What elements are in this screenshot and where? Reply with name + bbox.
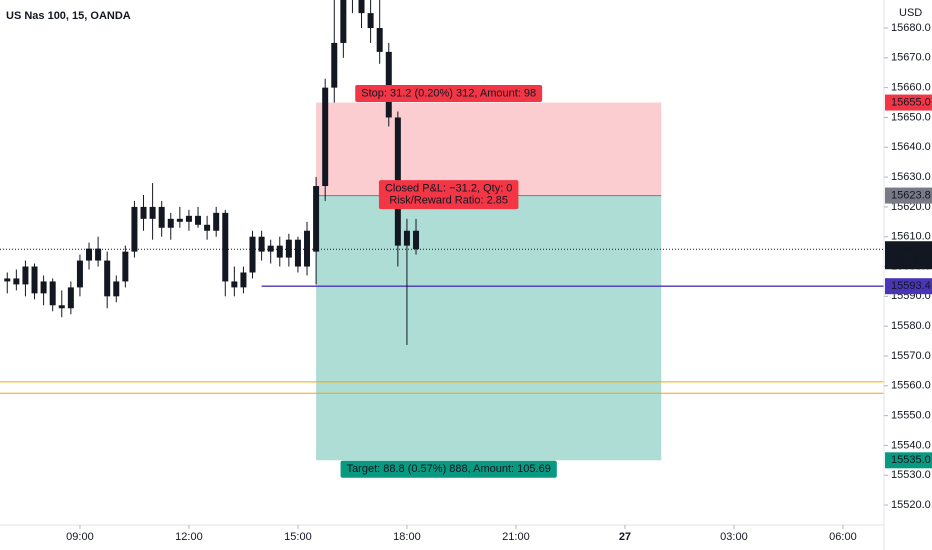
candle-body bbox=[122, 251, 129, 282]
result-label-text: Closed P&L: −31.2, Qty: 0 bbox=[385, 182, 513, 194]
y-tick-label: 15610.0 bbox=[891, 231, 931, 243]
y-tick-label: 15650.0 bbox=[891, 111, 931, 123]
current-price-tag bbox=[885, 241, 932, 270]
y-tick-label: 15640.0 bbox=[891, 141, 931, 153]
candle-body bbox=[67, 287, 74, 309]
y-tick-label: 15580.0 bbox=[891, 320, 931, 332]
candle-body bbox=[340, 0, 347, 43]
y-tick-label: 15530.0 bbox=[891, 469, 931, 481]
x-tick-label: 18:00 bbox=[393, 531, 421, 543]
price-tag bbox=[885, 452, 932, 469]
y-tick-label: 15680.0 bbox=[891, 22, 931, 34]
y-tick-label: 15520.0 bbox=[891, 499, 931, 511]
candle-body bbox=[403, 230, 410, 246]
candle-body bbox=[4, 278, 11, 282]
plot-area bbox=[0, 0, 884, 461]
candle-body bbox=[76, 260, 83, 288]
candle-body bbox=[331, 42, 338, 88]
candle-body bbox=[185, 215, 192, 222]
candle-body bbox=[240, 272, 247, 288]
countdown-label: 05:28 bbox=[891, 256, 919, 268]
target-label-text: Target: 88.8 (0.57%) 888, Amount: 105.69 bbox=[347, 463, 551, 475]
candle-body bbox=[22, 266, 29, 285]
candle-body bbox=[276, 245, 283, 258]
candle-body bbox=[167, 218, 174, 228]
candle-body bbox=[413, 230, 420, 250]
candle-body bbox=[358, 0, 365, 14]
stop-label-box bbox=[355, 85, 543, 103]
zone bbox=[316, 195, 662, 461]
candle-body bbox=[367, 13, 374, 29]
candle-body bbox=[322, 87, 329, 187]
y-tick-label: 15670.0 bbox=[891, 52, 931, 64]
candle-body bbox=[231, 281, 238, 288]
y-tick-label: 15550.0 bbox=[891, 409, 931, 421]
candle-body bbox=[140, 206, 147, 219]
candle-body bbox=[376, 28, 383, 52]
candle-body bbox=[285, 239, 292, 258]
candle-body bbox=[104, 260, 111, 297]
x-tick-label: 06:00 bbox=[829, 531, 857, 543]
result-label-box bbox=[378, 180, 519, 210]
price-tag-label: 15593.4 bbox=[891, 280, 931, 292]
target-label-box bbox=[340, 460, 557, 478]
x-tick-label: 27 bbox=[619, 531, 631, 543]
price-tag bbox=[885, 278, 932, 295]
axes: 15520.0 15530.0 15540.0 15550.0 15560.0 15570… bbox=[66, 22, 932, 543]
price-tag bbox=[885, 94, 932, 111]
y-tick-label: 15560.0 bbox=[891, 380, 931, 392]
candle-body bbox=[267, 245, 274, 252]
x-tick-label: 15:00 bbox=[284, 531, 312, 543]
current-price-label: 15605.8 bbox=[891, 243, 931, 255]
candle-body bbox=[304, 230, 311, 267]
candle-body bbox=[86, 248, 93, 261]
candle-body bbox=[13, 278, 20, 285]
candle-body bbox=[222, 212, 229, 282]
candle-body bbox=[131, 206, 138, 252]
price-tag-label: 15623.8 bbox=[891, 189, 931, 201]
y-tick-label: 15660.0 bbox=[891, 82, 931, 94]
x-tick-label: 09:00 bbox=[66, 531, 94, 543]
x-tick-label: 21:00 bbox=[502, 531, 530, 543]
currency: USD bbox=[899, 7, 922, 19]
candle-body bbox=[195, 215, 202, 225]
target-label: Target: 88.8 (0.57%) 888, Amount: 105.69 bbox=[340, 460, 557, 478]
candle-body bbox=[313, 186, 320, 252]
x-tick-label: 03:00 bbox=[720, 531, 748, 543]
candle-body bbox=[49, 281, 56, 306]
price-tag bbox=[885, 187, 932, 204]
y-tick-label: 15630.0 bbox=[891, 171, 931, 183]
candle-body bbox=[31, 266, 38, 294]
y-tick-label: 15570.0 bbox=[891, 350, 931, 362]
candle-body bbox=[385, 51, 392, 118]
candle-body bbox=[158, 206, 165, 228]
y-tick-label: 15620.0 bbox=[891, 201, 931, 213]
chart-title: US Nas 100, 15, OANDA bbox=[6, 10, 131, 22]
candle-body bbox=[113, 281, 120, 297]
candle-body bbox=[258, 236, 265, 252]
zone bbox=[316, 102, 662, 196]
candle-body bbox=[95, 248, 102, 261]
candle-body bbox=[176, 218, 183, 222]
x-tick-label: 12:00 bbox=[175, 531, 203, 543]
candle-body bbox=[149, 206, 156, 219]
candle-body bbox=[213, 212, 220, 231]
stop-label: Stop: 31.2 (0.20%) 312, Amount: 98 bbox=[355, 85, 543, 103]
candle-body bbox=[294, 239, 301, 267]
result-label-text: Risk/Reward Ratio: 2.85 bbox=[389, 194, 508, 206]
candle-body bbox=[40, 281, 47, 294]
price-tag-label: 15535.0 bbox=[891, 454, 931, 466]
y-tick-label: 15540.0 bbox=[891, 439, 931, 451]
candle-body bbox=[204, 224, 211, 231]
price-tag-label: 15655.0 bbox=[891, 96, 931, 108]
candle-body bbox=[249, 236, 256, 273]
stop-label-text: Stop: 31.2 (0.20%) 312, Amount: 98 bbox=[361, 87, 536, 99]
candle-body bbox=[58, 305, 65, 309]
